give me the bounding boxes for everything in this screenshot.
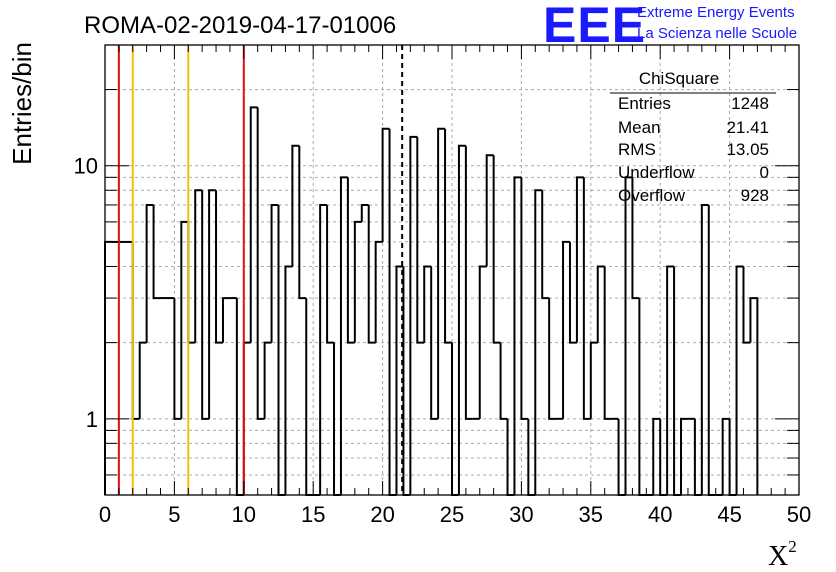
histogram-bin bbox=[603, 266, 612, 420]
chart-title: ROMA-02-2019-04-17-01006 bbox=[84, 12, 396, 39]
histogram-bin bbox=[138, 341, 147, 419]
stats-label-entries: Entries bbox=[618, 94, 671, 113]
histogram-bin bbox=[319, 203, 328, 495]
stats-label-mean: Mean bbox=[618, 118, 661, 137]
histogram-bin bbox=[513, 176, 522, 495]
histogram-bin bbox=[562, 240, 570, 419]
histogram-bin bbox=[666, 265, 675, 495]
histogram-bin bbox=[221, 297, 230, 343]
histogram-bin bbox=[749, 297, 759, 495]
histogram-bin bbox=[624, 176, 633, 495]
stats-value-rms: 13.05 bbox=[726, 140, 769, 159]
stats-label-underflow: Underflow bbox=[618, 163, 695, 182]
histogram-bin bbox=[339, 176, 348, 495]
y-tick-label: 10 bbox=[74, 154, 98, 179]
histogram-bin bbox=[735, 265, 744, 495]
stats-value-entries: 1248 bbox=[731, 94, 769, 113]
histogram-bin bbox=[145, 203, 154, 343]
histogram-bin bbox=[423, 265, 432, 343]
histogram-bin bbox=[194, 189, 203, 343]
histogram-bin bbox=[326, 204, 335, 344]
x-tick-label: 25 bbox=[440, 502, 464, 527]
histogram-bin bbox=[492, 155, 501, 344]
x-tick-label: 0 bbox=[99, 502, 111, 527]
histogram-bin bbox=[346, 177, 355, 344]
stats-box: ChiSquare Entries 1248 Mean 21.41 RMS 13… bbox=[610, 69, 776, 205]
histogram-bin bbox=[596, 265, 605, 343]
x-tick-label: 20 bbox=[370, 502, 394, 527]
x-tick-label: 15 bbox=[301, 502, 325, 527]
x-tick-label: 5 bbox=[168, 502, 180, 527]
histogram-bin bbox=[485, 154, 494, 267]
histogram-bin bbox=[201, 190, 210, 420]
histogram-bin bbox=[152, 204, 161, 300]
histogram-bin bbox=[680, 417, 688, 495]
x-tick-label: 10 bbox=[232, 502, 256, 527]
axis-ticks bbox=[104, 44, 800, 496]
histogram-bin bbox=[416, 136, 425, 344]
histogram-bin bbox=[173, 298, 182, 420]
logo-line-2: La Scienza nelle Scuole bbox=[637, 25, 797, 42]
stats-label-overflow: Overflow bbox=[618, 186, 686, 205]
histogram-bin bbox=[256, 107, 265, 420]
histogram-bin bbox=[589, 341, 598, 419]
histogram-bin bbox=[395, 265, 404, 495]
stats-value-underflow: 0 bbox=[760, 163, 769, 182]
x-axis-label: X2 bbox=[768, 537, 797, 572]
histogram-bars bbox=[104, 106, 759, 496]
histogram-bin bbox=[721, 417, 730, 495]
x-tick-label: 30 bbox=[509, 502, 533, 527]
histogram-bin bbox=[270, 203, 279, 343]
histogram-bin bbox=[464, 145, 473, 420]
histogram-bin bbox=[409, 135, 418, 495]
x-tick-label: 45 bbox=[717, 502, 741, 527]
histogram-bin bbox=[499, 342, 508, 420]
histogram-bin bbox=[381, 127, 390, 242]
histogram-bin bbox=[541, 190, 550, 300]
histogram-bin bbox=[444, 128, 452, 344]
histogram-bin bbox=[457, 144, 466, 495]
histogram-bin bbox=[291, 144, 300, 267]
histogram-bin bbox=[367, 204, 376, 344]
histogram-bin bbox=[360, 203, 369, 222]
stats-label-rms: RMS bbox=[618, 140, 656, 159]
histogram-bin bbox=[742, 266, 751, 344]
histogram-bin bbox=[437, 127, 446, 419]
histogram-bin bbox=[534, 189, 543, 495]
histogram-bin bbox=[520, 177, 529, 420]
marker-lines bbox=[117, 45, 404, 495]
stats-value-mean: 21.41 bbox=[726, 118, 769, 137]
histogram-bin bbox=[374, 240, 383, 343]
histogram-bin bbox=[249, 106, 258, 343]
stats-value-overflow: 928 bbox=[741, 186, 769, 205]
histogram-bin bbox=[548, 298, 557, 420]
histogram-bin bbox=[353, 220, 362, 343]
histogram-bin bbox=[430, 266, 439, 420]
histogram-bin bbox=[298, 145, 307, 300]
logo-line-1: Extreme Energy Events bbox=[637, 4, 795, 21]
histogram-bin bbox=[568, 241, 577, 344]
histogram-bin bbox=[478, 265, 487, 419]
histogram-bin bbox=[215, 190, 223, 344]
x-tick-label: 50 bbox=[787, 502, 811, 527]
histogram-bin bbox=[652, 417, 661, 495]
histogram-bin bbox=[284, 265, 293, 495]
y-axis-label: Entries/bin bbox=[7, 42, 37, 165]
logo-mark: EEE bbox=[543, 0, 646, 53]
histogram-bin bbox=[180, 220, 189, 419]
histogram-bin bbox=[575, 176, 584, 343]
axis-tick-labels: 0 5 10 15 20 25 30 35 40 45 50 1 10 bbox=[74, 154, 812, 527]
histogram-bin bbox=[700, 203, 709, 495]
x-tick-label: 40 bbox=[648, 502, 672, 527]
y-tick-label: 1 bbox=[86, 407, 98, 432]
x-tick-label: 35 bbox=[579, 502, 603, 527]
histogram-bin bbox=[631, 177, 640, 300]
histogram-bin bbox=[263, 341, 272, 419]
histogram-bin bbox=[208, 189, 217, 419]
histogram-bin bbox=[582, 177, 591, 420]
stats-title: ChiSquare bbox=[639, 69, 719, 88]
